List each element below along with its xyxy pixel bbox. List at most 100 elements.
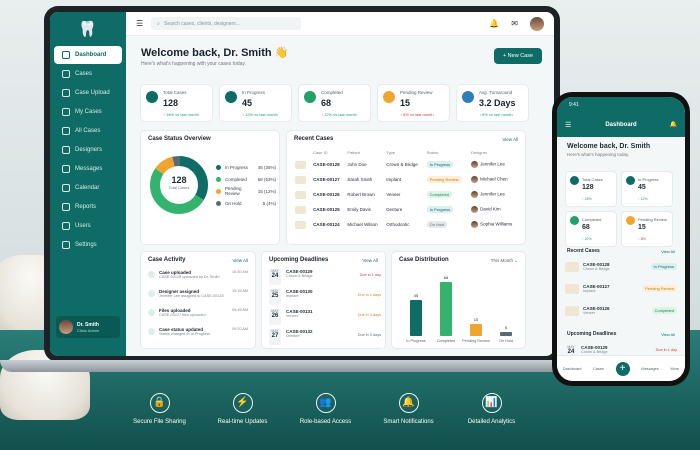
- phone-screen: 9:41 ☰ Dashboard 🔔 Welcome back, Dr. Smi…: [557, 97, 685, 381]
- sidebar-item-my-cases[interactable]: My Cases: [54, 103, 122, 121]
- sidebar-item-settings[interactable]: Settings: [54, 236, 122, 254]
- deadline-item[interactable]: MAY 27 CASE-00132 Denture Due in 3 days: [269, 329, 381, 345]
- menu-icon[interactable]: ☰: [136, 19, 144, 28]
- add-case-button[interactable]: +: [615, 361, 630, 376]
- status-badge: In Progress: [426, 161, 454, 168]
- table-row[interactable]: CASE-00127 Sarah Smith Implant Pending Revi…: [294, 172, 522, 187]
- stat-label: In Progress: [242, 90, 266, 95]
- stat-card: Completed 68 ↑ 22% vs last month: [298, 84, 371, 122]
- deadline-item[interactable]: MAY 25 CASE-00130 Implant Due in 2 days: [269, 289, 381, 305]
- sidebar-item-all-cases[interactable]: All Cases: [54, 122, 122, 140]
- deadline-case: CASE-00130: [286, 289, 313, 294]
- notifications-icon[interactable]: 🔔: [489, 19, 500, 28]
- sidebar-item-cases[interactable]: Cases: [54, 65, 122, 83]
- phone-nav-item[interactable]: More: [670, 366, 680, 371]
- legend-item: Completed 68 (53%): [216, 173, 276, 185]
- top-avatar[interactable]: [530, 16, 544, 31]
- activity-icon: [148, 271, 155, 278]
- stat-icon: [383, 91, 395, 103]
- bar-value: 5: [504, 325, 508, 330]
- designer: Jennifer Lee: [480, 191, 505, 197]
- phone-deadline-day: 24: [567, 348, 575, 355]
- deadlines-title: Upcoming Deadlines: [269, 257, 329, 263]
- phone-deadline-row[interactable]: MAY 24 CASE-00129 Crown & Bridge Due in 1 …: [565, 341, 677, 358]
- laptop-screen: 🦷 Dashboard Cases Case Upload My Cases All C…: [50, 12, 554, 356]
- case-thumbnail: [295, 205, 306, 214]
- deadline-item[interactable]: MAY 24 CASE-00129 Crown & Bridge Due in 1 da…: [269, 269, 381, 285]
- sidebar-item-label: Settings: [75, 242, 97, 248]
- phone-case-row[interactable]: CASE-00126 Veneer Completed: [565, 302, 677, 319]
- avatar: [471, 191, 479, 198]
- table-row[interactable]: CASE-00126 Robert Brown Veneer Completed Jen…: [294, 187, 522, 202]
- sidebar-item-calendar[interactable]: Calendar: [54, 179, 122, 197]
- phone-stat-card: In Progress 45 ↑ 12%: [621, 171, 673, 207]
- deadline-item[interactable]: MAY 26 CASE-00131 Veneer Due in 3 days: [269, 309, 381, 325]
- deadline-date: MAY 24: [269, 269, 281, 285]
- activity-time: 10:15 AM: [232, 289, 249, 293]
- stat-icon: [146, 91, 158, 103]
- phone-nav-item[interactable]: Messages: [641, 366, 659, 371]
- case-id[interactable]: CASE-00125: [313, 207, 340, 212]
- distribution-bar-chart: 45 In Progress 68 Completed 15 Pending Review…: [392, 252, 527, 350]
- activity-view-all-link[interactable]: View All: [232, 258, 248, 263]
- case-id: CASE-00126: [583, 306, 610, 311]
- stat-change: ↑ 12%: [638, 197, 648, 201]
- designer-cell: Michael Chen: [470, 172, 522, 187]
- phone-menu-icon[interactable]: ☰: [565, 122, 572, 129]
- sidebar-item-reports[interactable]: Reports: [54, 198, 122, 216]
- deadlines-view-all-link[interactable]: View All: [362, 258, 378, 263]
- stat-change: ↑ 12% vs last month: [242, 112, 278, 117]
- case-id[interactable]: CASE-00128: [313, 162, 340, 167]
- phone-subtitle: Here's what's happening today.: [567, 152, 630, 157]
- search-input[interactable]: ⌕ Search cases, clients, designers...: [151, 17, 302, 30]
- case-id[interactable]: CASE-00124: [313, 222, 340, 227]
- main-content: ☰ ⌕ Search cases, clients, designers... 🔔…: [126, 12, 554, 356]
- feature-label: Smart Notifications: [383, 419, 434, 425]
- bar-label: In Progress: [406, 339, 426, 343]
- recent-view-all-link[interactable]: View All: [502, 137, 518, 142]
- period-select[interactable]: This Month ⌄: [490, 258, 518, 263]
- avatar: [471, 176, 479, 183]
- case-id[interactable]: CASE-00126: [313, 192, 340, 197]
- sidebar-user[interactable]: Dr. Smith Clinic Admin: [56, 316, 120, 338]
- activity-title: Designer assigned: [159, 289, 200, 294]
- phone-case-row[interactable]: CASE-00127 Implant Pending Review: [565, 280, 677, 297]
- phone-case-row[interactable]: CASE-00128 Crown & Bridge In Progress: [565, 258, 677, 275]
- messages-icon[interactable]: ✉: [511, 19, 518, 28]
- deadline-case: CASE-00129: [286, 269, 313, 274]
- status-cell: On Hold: [426, 217, 470, 232]
- sidebar-item-users[interactable]: Users: [54, 217, 122, 235]
- page-title: Welcome back, Dr. Smith 👋: [141, 47, 289, 59]
- sidebar-item-messages[interactable]: Messages: [54, 160, 122, 178]
- phone-deadline-case: CASE-00129: [581, 345, 608, 350]
- laptop: 🦷 Dashboard Cases Case Upload My Cases All C…: [44, 6, 560, 362]
- case-id[interactable]: CASE-00127: [313, 177, 340, 182]
- user-name: Dr. Smith: [77, 321, 99, 328]
- status-badge: In Progress: [650, 263, 677, 270]
- phone-bottom-nav: Dashboard Cases + Messages More: [557, 355, 685, 381]
- phone-stat-card: Total Cases 128 ↑ 18%: [565, 171, 617, 207]
- sidebar-item-designers[interactable]: Designers: [54, 141, 122, 159]
- case-id: CASE-00128: [583, 262, 610, 267]
- phone-stat-card: Completed 68 ↑ 22%: [565, 211, 617, 247]
- table-row[interactable]: CASE-00125 Emily Davis Denture In Progress D…: [294, 202, 522, 217]
- phone-recent-view-all[interactable]: View All: [661, 249, 675, 254]
- sidebar-item-case-upload[interactable]: Case Upload: [54, 84, 122, 102]
- bar-value: 68: [443, 274, 449, 280]
- phone-nav-item[interactable]: Cases: [593, 366, 604, 371]
- sidebar-item-dashboard[interactable]: Dashboard: [54, 46, 122, 64]
- phone-deadlines-view-all[interactable]: View All: [661, 332, 675, 337]
- table-row[interactable]: CASE-00124 Michael Wilson Orthodontic On Ho…: [294, 217, 522, 232]
- legend-dot: [216, 188, 221, 194]
- new-case-button[interactable]: + New Case: [494, 48, 542, 64]
- recent-cases-title: Recent Cases: [294, 136, 334, 142]
- stat-value: 15: [400, 98, 411, 108]
- table-row[interactable]: CASE-00128 John Doe Crown & Bridge In Progr…: [294, 157, 522, 172]
- phone-nav-item[interactable]: Dashboard: [562, 366, 582, 371]
- bar: [500, 332, 512, 336]
- feature-item: ⚡ Real-time Updates: [201, 393, 284, 425]
- case-type: Implant: [386, 177, 402, 182]
- deadline-type: Denture: [286, 334, 300, 338]
- phone-bell-icon[interactable]: 🔔: [669, 122, 677, 128]
- stat-label: Completed: [321, 90, 343, 95]
